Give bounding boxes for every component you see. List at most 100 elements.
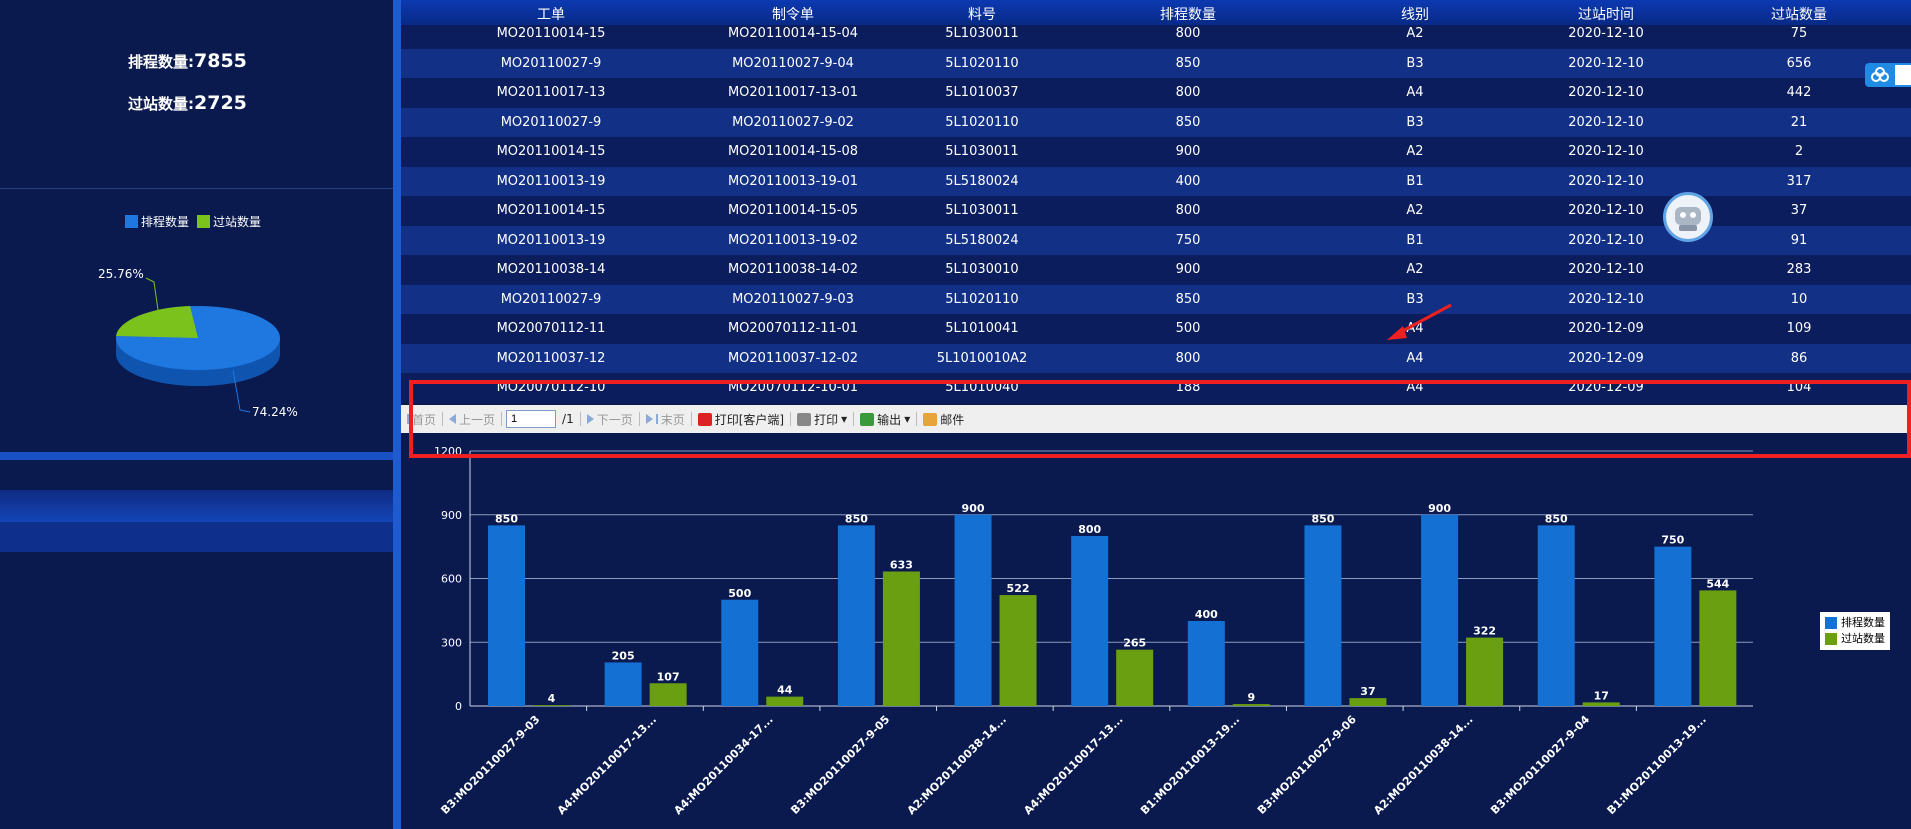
bar-scheduled[interactable] [488, 525, 525, 706]
table-row[interactable]: MO20110013-19 MO20110013-19-01 5L5180024 40… [401, 166, 1911, 196]
pie-label-large: 74.24% [252, 405, 298, 419]
bar-passed[interactable] [1116, 649, 1154, 706]
bar-passed[interactable] [1582, 702, 1620, 706]
chart-legend-item-passed[interactable]: 过站数量 [1825, 631, 1885, 647]
column-header-pass-time[interactable]: 过站时间 [1578, 7, 1634, 23]
bar-scheduled[interactable] [1421, 514, 1459, 706]
cell-pass-qty: 109 [1786, 321, 1812, 336]
pdf-icon [697, 412, 712, 426]
toolbar-separator [579, 412, 581, 426]
column-header-work-order[interactable]: 工单 [537, 7, 565, 23]
page-number-input[interactable] [506, 410, 557, 428]
bar-passed[interactable] [1349, 698, 1387, 706]
pie-legend-item-scheduled[interactable]: 排程数量 [125, 213, 189, 230]
mail-button[interactable]: 邮件 [917, 411, 970, 428]
cell-part-number: 5L5180024 [945, 232, 1019, 248]
legend-swatch [197, 215, 211, 228]
bar-scheduled[interactable] [604, 662, 642, 706]
table-row[interactable]: MO20110014-15 MO20110014-15-08 5L1030011 90… [401, 137, 1911, 167]
toolbar-separator [501, 412, 503, 426]
y-tick-label: 300 [441, 636, 462, 649]
cell-scheduled-qty: 800 [1175, 350, 1201, 366]
cell-part-number: 5L1030011 [945, 144, 1019, 159]
bar-passed[interactable] [1466, 637, 1504, 706]
report-toolbar: 首页 上一页 /1 下一页 末页 打印[客户端] 打印▾ 输出▾ 邮件 [401, 405, 1911, 433]
bar-passed[interactable] [533, 705, 570, 706]
cell-pass-time: 2020-12-09 [1568, 321, 1644, 336]
table-row[interactable]: MO20110027-9 MO20110027-9-03 5L1020110 850 B… [401, 284, 1911, 314]
table-row[interactable]: MO20110027-9 MO20110027-9-02 5L1020110 850 B… [401, 107, 1911, 137]
column-header-production-order[interactable]: 制令单 [772, 7, 814, 23]
export-dropdown-button[interactable]: 输出 ▾ [854, 411, 916, 428]
print-dropdown-button[interactable]: 打印 ▾ [791, 411, 853, 428]
assistant-robot-icon[interactable] [1663, 192, 1713, 242]
cell-pass-qty: 21 [1790, 114, 1808, 130]
cell-work-order: MO20110038-14 [496, 262, 606, 277]
cell-line: B1 [1406, 232, 1424, 248]
bar-passed[interactable] [882, 571, 920, 706]
cell-line: A4 [1406, 350, 1424, 366]
column-header-scheduled-qty[interactable]: 排程数量 [1160, 7, 1216, 23]
cell-work-order: MO20110014-15 [496, 203, 606, 218]
next-page-button[interactable]: 下一页 [581, 411, 639, 428]
cell-pass-time: 2020-12-10 [1568, 232, 1644, 248]
bar-scheduled[interactable] [954, 514, 992, 706]
first-page-icon [407, 414, 409, 424]
bar-data-label: 850 [1311, 512, 1334, 525]
last-page-button[interactable]: 末页 [640, 411, 691, 428]
bar-scheduled[interactable] [1187, 621, 1225, 706]
column-header-part-number[interactable]: 料号 [968, 7, 996, 23]
cell-scheduled-qty: 500 [1175, 321, 1201, 336]
pie-slice-passed[interactable] [116, 306, 198, 338]
bar-scheduled[interactable] [1654, 546, 1692, 706]
left-summary-panel: 排程数量:7855 过站数量:2725 排程数量 过站数量 25.76% 74.… [0, 0, 393, 829]
cell-production-order: MO20070112-11-01 [727, 321, 859, 336]
passed-quantity-label: 过站数量: [128, 95, 194, 113]
table-row[interactable]: MO20110014-15 MO20110014-15-05 5L1030011 80… [401, 196, 1911, 226]
bar-scheduled[interactable] [1537, 525, 1575, 706]
bar-scheduled[interactable] [1071, 536, 1109, 706]
cell-part-number: 5L1010037 [945, 85, 1019, 100]
pie-legend-label: 排程数量 [141, 215, 190, 229]
cell-scheduled-qty: 900 [1175, 144, 1201, 159]
bar-passed[interactable] [999, 595, 1037, 706]
x-category-label: B3:MO20110027-9-03 [438, 713, 542, 817]
column-header-line[interactable]: 线别 [1401, 7, 1429, 23]
column-header-pass-qty[interactable]: 过站数量 [1771, 7, 1827, 23]
bar-scheduled[interactable] [721, 599, 759, 706]
table-row[interactable]: MO20110027-9 MO20110027-9-04 5L1020110 850 B… [401, 48, 1911, 78]
side-widget-tab [1895, 65, 1911, 85]
side-share-widget[interactable] [1865, 63, 1911, 87]
table-row[interactable]: MO20110013-19 MO20110013-19-02 5L5180024 75… [401, 225, 1911, 255]
x-category-label: B1:MO20110013-19... [1605, 713, 1709, 817]
bar-data-label: 900 [962, 502, 985, 515]
bar-passed[interactable] [649, 683, 687, 706]
bar-passed[interactable] [766, 696, 804, 706]
cell-work-order: MO20110013-19 [496, 232, 606, 248]
bar-passed[interactable] [1699, 590, 1737, 706]
panel-divider [393, 0, 401, 829]
left-band [0, 452, 393, 460]
last-page-icon [645, 414, 653, 424]
cell-production-order: MO20110027-9-02 [732, 114, 854, 130]
next-page-label: 下一页 [596, 412, 633, 427]
table-row[interactable]: MO20110038-14 MO20110038-14-02 5L1030010 90… [401, 255, 1911, 285]
chart-legend-item-scheduled[interactable]: 排程数量 [1825, 615, 1885, 631]
cell-pass-time: 2020-12-10 [1568, 144, 1644, 159]
cell-work-order: MO20110017-13 [496, 85, 606, 100]
cell-pass-time: 2020-12-10 [1568, 85, 1644, 100]
bar-scheduled[interactable] [837, 525, 875, 706]
print-client-button[interactable]: 打印[客户端] [692, 411, 790, 428]
cell-pass-time: 2020-12-10 [1568, 26, 1644, 41]
first-page-button[interactable]: 首页 [401, 411, 442, 428]
bar-passed[interactable] [1232, 704, 1270, 706]
pie-legend-item-passed[interactable]: 过站数量 [197, 213, 261, 230]
x-category-label: A2:MO20110038-14... [1371, 713, 1475, 817]
table-row[interactable]: MO20110017-13 MO20110017-13-01 5L1010037 80… [401, 78, 1911, 108]
prev-page-button[interactable]: 上一页 [443, 411, 501, 428]
bar-scheduled[interactable] [1304, 525, 1342, 706]
table-row[interactable]: MO20110037-12 MO20110037-12-02 5L1010010A2… [401, 343, 1911, 373]
cell-pass-qty: 75 [1790, 26, 1808, 41]
table-row[interactable]: MO20070112-11 MO20070112-11-01 5L1010041 50… [401, 314, 1911, 344]
cell-part-number: 5L1020110 [945, 114, 1019, 130]
